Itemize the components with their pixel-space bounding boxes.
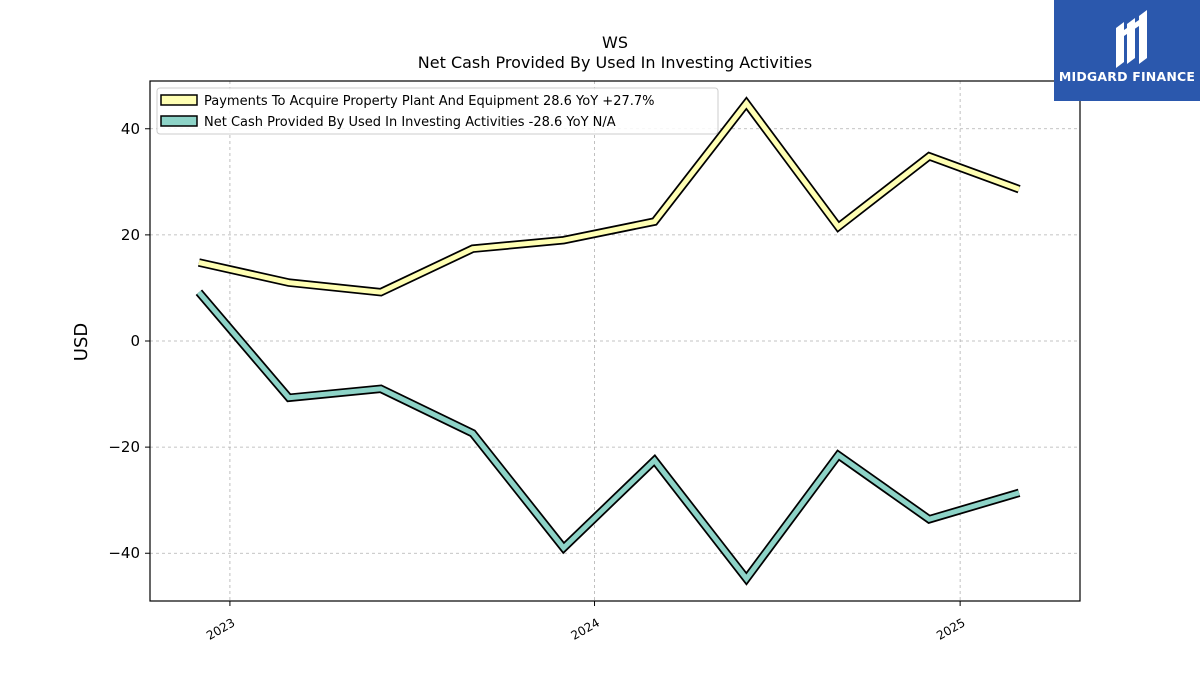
legend-swatch (160, 115, 198, 127)
y-tick-label: 20 (121, 226, 140, 244)
midgard-finance-logo: MIDGARD FINANCE (1054, 0, 1200, 101)
legend-swatch (160, 94, 198, 106)
y-tick-label: 0 (130, 332, 140, 350)
chart-subtitle: Net Cash Provided By Used In Investing A… (418, 53, 812, 72)
series-line (196, 290, 1020, 583)
legend-label: Net Cash Provided By Used In Investing A… (204, 115, 616, 130)
series-line (198, 99, 1020, 295)
x-tick-label: 2024 (569, 615, 602, 642)
chart-title: WS (602, 33, 628, 52)
y-tick-label: −20 (108, 438, 140, 456)
x-tick-label: 2025 (934, 615, 967, 642)
x-tick-label: 2023 (204, 615, 237, 642)
plot-lines (195, 96, 1021, 586)
legend: Payments To Acquire Property Plant And E… (156, 87, 719, 135)
legend-label: Payments To Acquire Property Plant And E… (204, 94, 655, 109)
series-line-outline (195, 289, 1021, 586)
legend-box (156, 87, 719, 135)
y-tick-label: −40 (108, 544, 140, 562)
midgard-m-logo-icon (1116, 10, 1147, 68)
plot-frame (149, 80, 1081, 602)
y-axis-label: USD (71, 323, 92, 361)
logo-text: MIDGARD FINANCE (1058, 69, 1196, 84)
y-tick-label: 40 (121, 120, 140, 138)
